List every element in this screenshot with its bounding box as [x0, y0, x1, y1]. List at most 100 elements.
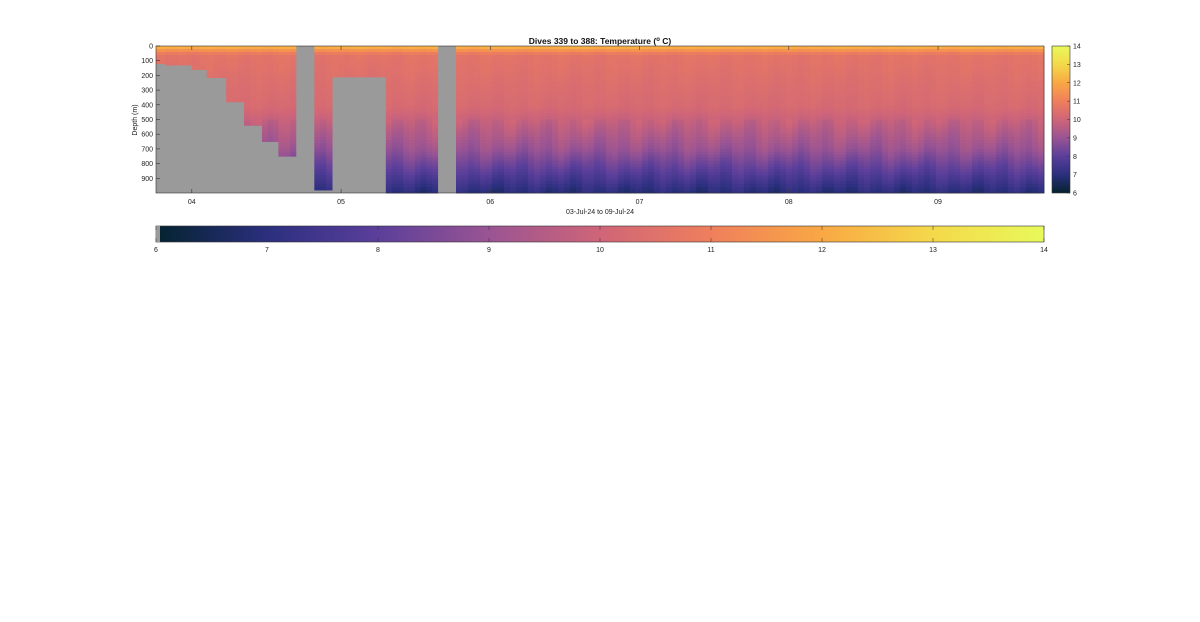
temperature-cell — [900, 54, 907, 59]
temperature-cell — [485, 116, 493, 120]
temperature-cell — [314, 84, 321, 88]
temperature-cell — [491, 46, 499, 50]
temperature-cell — [785, 143, 793, 147]
temperature-cell — [391, 154, 398, 159]
temperature-cell — [361, 72, 369, 76]
temperature-cell — [527, 184, 535, 188]
temperature-cell — [278, 140, 285, 144]
temperature-cell — [749, 63, 757, 67]
temperature-cell — [191, 57, 200, 62]
temperature-cell — [581, 145, 589, 150]
temperature-cell — [605, 87, 613, 91]
temperature-cell — [701, 69, 709, 73]
temperature-cell — [527, 93, 535, 97]
temperature-cell — [893, 166, 901, 170]
temperature-cell — [515, 51, 523, 56]
temperature-cell — [320, 51, 327, 56]
temperature-cell — [284, 148, 291, 153]
temperature-cell — [881, 60, 889, 65]
temperature-cell — [875, 163, 883, 167]
temperature-cell — [761, 48, 769, 53]
temperature-cell — [503, 148, 511, 153]
temperature-cell — [695, 157, 703, 162]
temperature-cell — [527, 154, 535, 159]
temperature-cell — [593, 148, 601, 153]
temperature-cell — [887, 184, 895, 188]
temperature-cell — [695, 48, 703, 53]
temperature-cell — [432, 181, 439, 185]
temperature-cell — [761, 69, 769, 73]
temperature-cell — [743, 113, 751, 117]
temperature-cell — [557, 116, 565, 120]
temperature-cell — [533, 160, 541, 164]
temperature-cell — [605, 119, 613, 123]
temperature-cell — [326, 113, 333, 117]
temperature-cell — [713, 160, 721, 164]
temperature-cell — [178, 63, 186, 66]
temperature-cell — [713, 75, 721, 79]
temperature-cell — [773, 125, 781, 129]
temperature-cell — [344, 69, 351, 73]
temperature-cell — [725, 178, 733, 182]
temperature-cell — [515, 137, 523, 141]
temperature-cell — [503, 163, 511, 167]
temperature-cell — [689, 104, 697, 109]
temperature-cell — [893, 181, 901, 185]
temperature-cell — [683, 119, 691, 123]
temperature-cell — [845, 46, 853, 50]
temperature-cell — [420, 119, 427, 123]
temperature-cell — [623, 163, 631, 167]
temperature-cell — [391, 87, 398, 91]
temperature-cell — [749, 154, 757, 159]
temperature-cell — [653, 178, 661, 182]
temperature-cell — [461, 116, 469, 120]
temperature-cell — [701, 93, 709, 97]
temperature-cell — [461, 57, 469, 62]
temperature-cell — [677, 87, 685, 91]
temperature-cell — [385, 81, 393, 85]
temperature-cell — [491, 93, 499, 97]
temperature-cell — [467, 128, 475, 132]
temperature-cell — [527, 46, 535, 50]
temperature-cell — [563, 51, 571, 56]
temperature-cell — [521, 110, 529, 115]
temperature-cell — [284, 60, 291, 65]
temperature-cell — [761, 72, 769, 76]
temperature-cell — [455, 60, 463, 65]
temperature-cell — [414, 104, 422, 109]
temperature-cell — [647, 184, 655, 188]
temperature-cell — [545, 69, 553, 73]
temperature-cell — [737, 122, 745, 126]
temperature-cell — [749, 81, 757, 85]
temperature-cell — [749, 125, 757, 129]
temperature-cell — [581, 101, 589, 106]
temperature-cell — [725, 101, 733, 106]
temperature-cell — [171, 60, 179, 65]
temperature-cell — [665, 143, 673, 147]
temperature-cell — [497, 57, 505, 62]
temperature-cell — [653, 98, 661, 103]
temperature-cell — [397, 184, 404, 188]
temperature-cell — [521, 107, 529, 112]
temperature-cell — [912, 98, 919, 103]
temperature-cell — [467, 122, 475, 126]
temperature-cell — [497, 104, 505, 109]
temperature-cell — [226, 93, 233, 97]
temperature-cell — [821, 63, 829, 67]
temperature-cell — [575, 48, 583, 53]
temperature-cell — [641, 190, 649, 194]
temperature-cell — [432, 81, 439, 85]
temperature-cell — [569, 75, 577, 79]
temperature-cell — [713, 60, 721, 65]
temperature-cell — [290, 98, 297, 103]
temperature-cell — [809, 169, 817, 173]
temperature-cell — [605, 181, 613, 185]
temperature-cell — [599, 84, 607, 88]
temperature-cell — [599, 113, 607, 117]
temperature-cell — [497, 143, 505, 147]
temperature-cell — [467, 166, 475, 170]
temperature-cell — [491, 181, 499, 185]
temperature-cell — [767, 46, 775, 50]
temperature-cell — [749, 190, 757, 194]
temperature-cell — [785, 181, 793, 185]
